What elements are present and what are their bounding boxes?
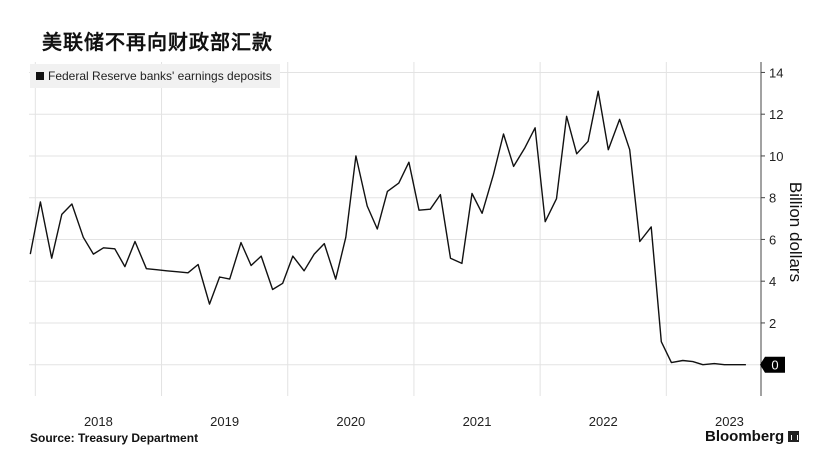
x-tick-label: 2019 — [210, 414, 239, 429]
legend-label: Federal Reserve banks' earnings deposits — [48, 69, 272, 83]
x-tick-label: 2023 — [715, 414, 744, 429]
x-tick-label: 2018 — [84, 414, 113, 429]
x-tick-label: 2022 — [589, 414, 618, 429]
bloomberg-icon — [788, 431, 800, 442]
y-tick-label: 14 — [769, 65, 783, 80]
y-tick-label: 6 — [769, 232, 776, 247]
chart-title: 美联储不再向财政部汇款 — [42, 30, 273, 54]
x-tick-label: 2020 — [336, 414, 365, 429]
y-tick-label: 10 — [769, 149, 783, 164]
y-tick-label: 12 — [769, 107, 783, 122]
legend: Federal Reserve banks' earnings deposits — [30, 64, 280, 88]
series-line — [29, 90, 746, 366]
brand-text: Bloomberg — [705, 428, 785, 445]
source-note: Source: Treasury Department — [30, 431, 199, 445]
y-tick-label: 2 — [769, 316, 776, 331]
y-axis-label: Billion dollars — [786, 181, 805, 283]
y-tick-label: 8 — [769, 191, 776, 206]
last-value-label: 0 — [771, 358, 778, 373]
bloomberg-logo: Bloomberg — [705, 428, 800, 445]
legend-swatch — [36, 72, 44, 80]
last-value-marker — [760, 356, 785, 373]
x-tick-label: 2021 — [463, 414, 492, 429]
y-tick-label: 4 — [769, 274, 776, 289]
